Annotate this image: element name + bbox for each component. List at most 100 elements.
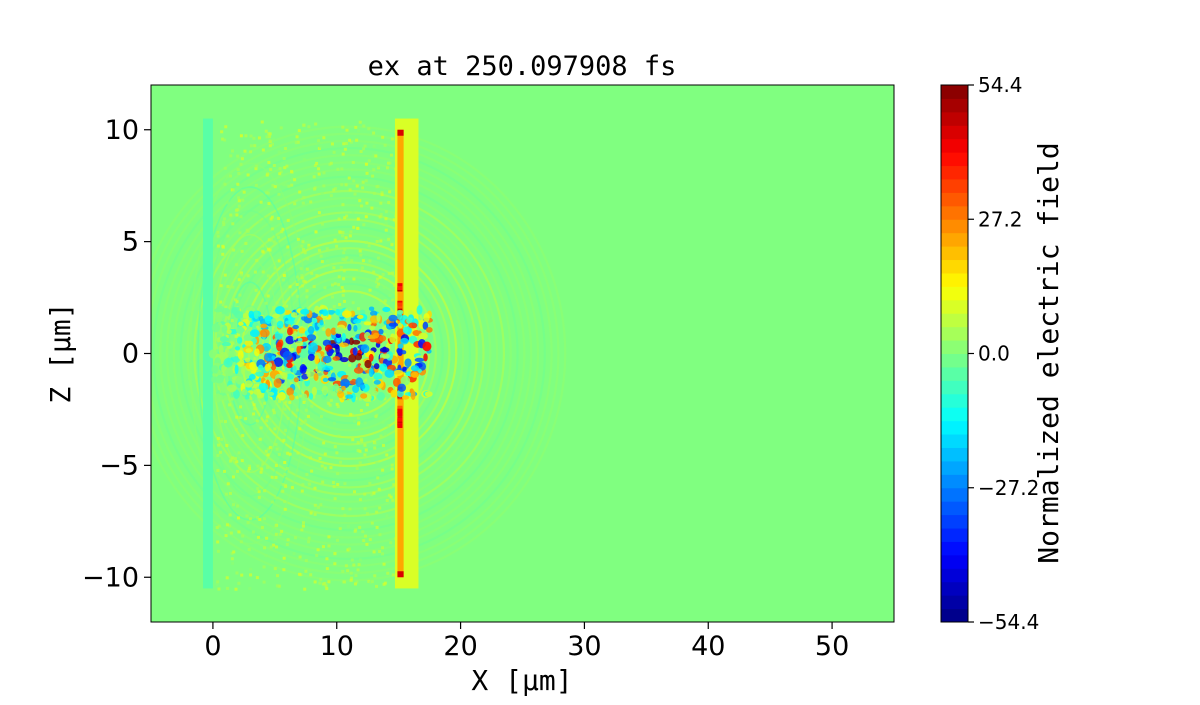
field-speckle bbox=[390, 271, 394, 275]
field-speckle bbox=[313, 187, 317, 191]
field-speckle bbox=[313, 580, 317, 584]
field-speckle bbox=[325, 567, 329, 571]
field-speckle bbox=[367, 159, 371, 163]
field-speckle bbox=[349, 230, 353, 234]
field-speckle bbox=[369, 581, 373, 585]
field-wave-ring bbox=[261, 261, 437, 446]
field-speckle bbox=[343, 299, 347, 303]
field-speckle bbox=[274, 464, 278, 468]
field-speckle bbox=[336, 538, 340, 542]
field-speckle bbox=[273, 567, 277, 571]
field-channel-blob bbox=[368, 306, 375, 312]
field-speckle bbox=[358, 461, 362, 465]
field-channel-blob bbox=[314, 305, 320, 314]
field-speckle bbox=[332, 188, 336, 192]
field-channel-blob bbox=[297, 337, 303, 342]
field-target-edge-bottom bbox=[397, 571, 404, 578]
field-speckle bbox=[237, 199, 241, 203]
colorbar-band bbox=[941, 152, 968, 167]
field-speckle bbox=[224, 125, 228, 129]
x-tick-label: 10 bbox=[320, 631, 354, 662]
field-channel-blob bbox=[283, 310, 292, 315]
field-speckle bbox=[302, 362, 306, 366]
field-speckle bbox=[302, 400, 306, 404]
field-speckle bbox=[218, 287, 222, 291]
field-speckle bbox=[343, 216, 347, 220]
field-speckle bbox=[217, 443, 221, 447]
field-channel-blob bbox=[376, 313, 381, 323]
field-speckle bbox=[389, 495, 393, 499]
field-speckle bbox=[285, 466, 289, 470]
field-speckle bbox=[216, 244, 220, 248]
field-speckle bbox=[333, 445, 337, 449]
field-speckle bbox=[235, 415, 239, 419]
field-speckle bbox=[272, 411, 276, 415]
field-speckle bbox=[345, 128, 349, 132]
field-speckle bbox=[324, 584, 328, 588]
field-channel-blob bbox=[273, 357, 284, 368]
field-speckle bbox=[277, 192, 281, 196]
field-speckle bbox=[255, 164, 259, 168]
field-speckle bbox=[317, 172, 321, 176]
field-channel-blob bbox=[356, 323, 362, 331]
field-speckle bbox=[355, 138, 359, 142]
field-speckle bbox=[356, 568, 360, 572]
field-speckle bbox=[283, 428, 287, 432]
field-speckle bbox=[258, 220, 262, 224]
field-target-edge-top bbox=[397, 129, 404, 136]
field-speckle bbox=[275, 301, 279, 305]
field-speckle bbox=[323, 466, 327, 470]
field-speckle bbox=[243, 149, 247, 153]
field-speckle bbox=[237, 196, 241, 200]
field-channel-blob bbox=[249, 329, 260, 338]
field-speckle bbox=[232, 503, 236, 507]
field-speckle bbox=[364, 215, 368, 219]
field-speckle bbox=[304, 408, 308, 412]
field-speckle bbox=[265, 415, 269, 419]
field-speckle bbox=[333, 562, 337, 566]
field-speckle bbox=[230, 149, 234, 153]
field-speckle bbox=[283, 147, 287, 151]
field-speckle bbox=[360, 439, 364, 443]
field-speckle bbox=[350, 558, 354, 562]
field-speckle bbox=[288, 285, 292, 289]
field-speckle bbox=[255, 576, 259, 580]
field-channel-blob bbox=[264, 352, 274, 362]
field-channel-blob bbox=[335, 308, 341, 316]
field-speckle bbox=[358, 558, 362, 562]
field-channel-blob bbox=[325, 328, 332, 337]
field-speckle bbox=[294, 141, 298, 145]
field-speckle bbox=[323, 452, 327, 456]
colorbar-band bbox=[941, 98, 968, 113]
field-speckle bbox=[388, 293, 392, 297]
field-speckle bbox=[287, 253, 291, 257]
field-speckle bbox=[337, 434, 341, 438]
field-channel-blob bbox=[307, 353, 315, 361]
field-channel-blob bbox=[404, 358, 412, 368]
field-speckle bbox=[318, 145, 322, 149]
field-speckle bbox=[277, 452, 281, 456]
field-speckle bbox=[262, 489, 266, 493]
field-speckle bbox=[237, 530, 241, 534]
field-speckle bbox=[239, 271, 243, 275]
field-speckle bbox=[242, 190, 246, 194]
field-speckle bbox=[216, 346, 220, 350]
field-channel-blob bbox=[376, 391, 386, 401]
field-channel-blob bbox=[321, 385, 329, 396]
field-speckle bbox=[301, 284, 305, 288]
field-speckle bbox=[328, 403, 332, 407]
field-speckle bbox=[348, 412, 352, 416]
field-speckle bbox=[371, 174, 375, 178]
field-speckle bbox=[352, 225, 356, 229]
field-speckle bbox=[240, 273, 244, 277]
field-channel-blob bbox=[299, 364, 307, 375]
field-speckle bbox=[344, 236, 348, 240]
field-speckle bbox=[295, 396, 299, 400]
field-speckle bbox=[275, 584, 279, 588]
field-speckle bbox=[364, 162, 368, 166]
field-speckle bbox=[237, 204, 241, 208]
field-channel-blob bbox=[371, 390, 379, 396]
field-speckle bbox=[307, 536, 311, 540]
field-speckle bbox=[266, 453, 270, 457]
field-channel-blob bbox=[337, 390, 345, 399]
